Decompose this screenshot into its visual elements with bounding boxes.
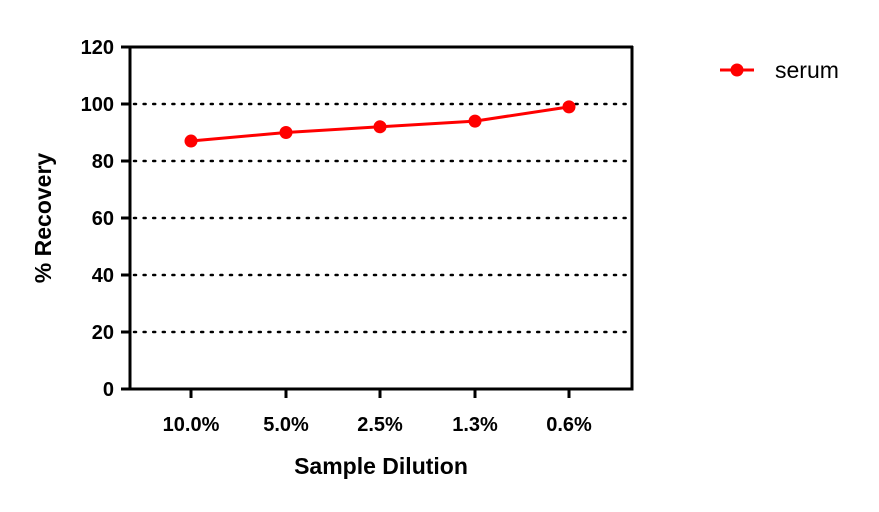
data-point: [468, 114, 482, 128]
x-tick-label: 0.6%: [546, 414, 592, 436]
data-point: [184, 134, 198, 148]
x-tick-label: 2.5%: [357, 414, 403, 436]
y-axis-ticks: 0 20 40 60 80 100 120: [81, 37, 130, 401]
legend: serum: [720, 57, 839, 83]
y-axis-title: % Recovery: [30, 153, 56, 284]
legend-label: serum: [775, 57, 839, 83]
y-tick-label: 80: [92, 151, 114, 173]
y-tick-label: 60: [92, 208, 114, 230]
series-layer: [184, 100, 576, 148]
data-point: [279, 126, 293, 139]
y-tick-label: 20: [92, 322, 114, 344]
data-point: [373, 120, 387, 134]
data-point: [562, 100, 576, 114]
x-axis-title: Sample Dilution: [294, 453, 468, 479]
y-tick-label: 100: [81, 94, 114, 116]
y-tick-label: 0: [103, 379, 114, 401]
x-axis-ticks: 10.0% 5.0% 2.5% 1.3% 0.6%: [163, 389, 592, 436]
legend-marker-icon: [730, 63, 744, 77]
y-tick-label: 40: [92, 265, 114, 287]
y-tick-label: 120: [81, 37, 114, 59]
gridlines: [132, 102, 634, 334]
x-tick-label: 10.0%: [163, 414, 220, 436]
x-tick-label: 5.0%: [263, 414, 309, 436]
x-tick-label: 1.3%: [452, 414, 498, 436]
